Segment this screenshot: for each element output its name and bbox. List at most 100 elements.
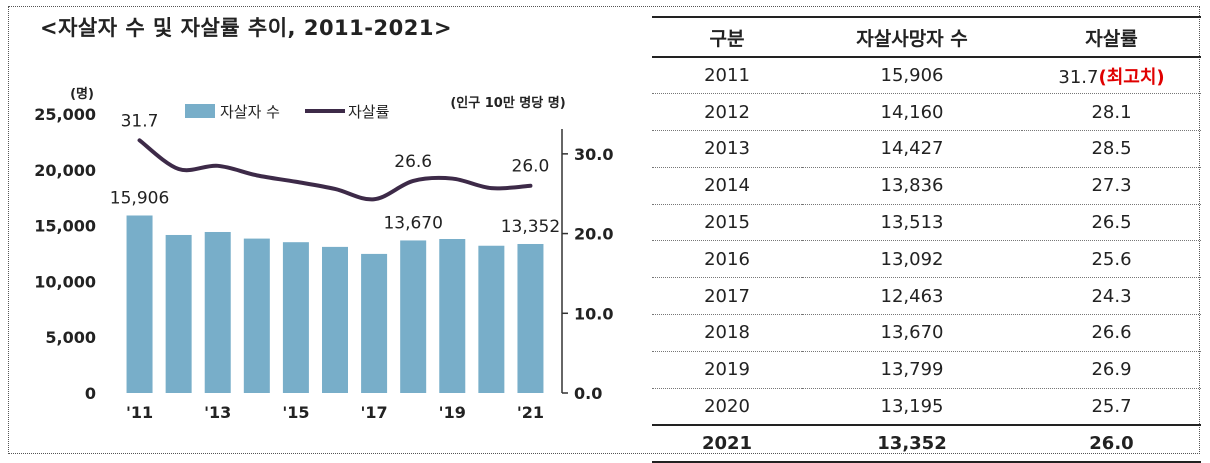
table-row: 2019 13,799 26.9 [652,351,1201,389]
cell-rate-text: 26.6 [1091,322,1132,344]
y-right-unit: (인구 10만 명당 명) [450,95,565,111]
cell-year-text: 2012 [704,101,750,123]
cell-year: 2018 [652,315,802,352]
cell-year-text: 2021 [701,432,753,454]
chart-title: <자살자 수 및 자살률 추이, 2011-2021> [40,16,453,40]
legend-bar-label: 자살자 수 [220,103,280,121]
x-tick-label: '11 [126,403,153,422]
cell-deaths: 13,195 [802,388,1022,425]
cell-year: 2012 [652,94,802,131]
rate-point [294,180,298,184]
x-tick-label: '13 [204,403,231,422]
cell-year-text: 2019 [704,359,750,381]
cell-rate-text: 26.0 [1089,432,1134,454]
rate-point [528,184,532,188]
y-right-tick-label: 20.0 [574,225,613,244]
cell-deaths-text: 12,463 [880,285,944,307]
rate-point [489,186,493,190]
cell-year-text: 2015 [704,212,750,234]
cell-year: 2014 [652,167,802,204]
cell-year: 2016 [652,241,802,278]
cell-rate-text: 26.5 [1091,212,1132,234]
cell-deaths: 14,160 [802,94,1022,131]
cell-deaths: 13,352 [802,425,1022,462]
figure-frame [8,6,1200,454]
table-row: 2016 13,092 25.6 [652,241,1201,278]
cell-year-text: 2014 [704,175,750,197]
y-left-tick-label: 5,000 [45,328,96,347]
bar [282,242,309,393]
x-tick-label: '19 [439,403,466,422]
cell-rate: 26.5 [1022,204,1201,241]
cell-deaths-text: 13,513 [880,212,944,234]
data-table: 구분 자살사망자 수 자살률 2011 15,906 31.7(최고치) 2012 14… [652,16,1201,463]
bar-data-label: 15,906 [110,188,169,208]
bar [322,246,348,393]
bar [400,240,427,393]
cell-deaths-text: 13,836 [880,175,944,197]
cell-rate-text: 24.3 [1091,285,1132,307]
data-labels: 15,906 13,670 13,352 31.7 26.6 26.0 [110,111,560,237]
line-series [137,138,533,202]
cell-year: 2013 [652,131,802,168]
cell-year: 2020 [652,388,802,425]
cell-year: 2021 [652,425,802,462]
y-right-tick-label: 30.0 [574,145,613,164]
cell-deaths-text: 13,670 [880,322,944,344]
cell-rate: 31.7(최고치) [1022,57,1201,94]
bar [126,215,153,393]
rate-point [372,197,376,201]
rate-point [333,187,337,191]
chart-axes: 0 5,000 10,000 15,000 20,000 25,000 (명) 0.0 10.0… [34,86,613,422]
cell-rate: 25.7 [1022,388,1201,425]
header-rate: 자살률 [1022,16,1201,58]
legend-line-label: 자살률 [348,103,390,121]
y-left-unit: (명) [70,86,94,102]
cell-rate-text: 25.7 [1091,395,1132,417]
table-row: 2017 12,463 24.3 [652,278,1201,315]
cell-year: 2019 [652,351,802,388]
cell-year: 2017 [652,278,802,315]
rate-line [137,138,533,202]
table-body: 2011 15,906 31.7(최고치) 2012 14,160 28.1 2013 14,… [652,57,1201,462]
bar [478,245,505,393]
cell-year-text: 2011 [704,65,750,87]
header-deaths: 자살사망자 수 [802,16,1022,58]
cell-rate-text: 26.9 [1091,359,1132,381]
rate-point [411,179,415,183]
rate-point [138,138,142,142]
cell-deaths-text: 14,427 [880,138,944,160]
cell-rate-text: 25.6 [1091,248,1132,270]
line-data-label: 26.6 [394,152,432,172]
x-tick-label: '21 [517,403,544,422]
cell-rate: 24.3 [1022,278,1201,315]
bar-series [126,215,544,393]
cell-rate-text: 28.1 [1091,101,1132,123]
cell-year: 2015 [652,204,802,241]
cell-year-text: 2013 [704,138,750,160]
table-row: 2018 13,670 26.6 [652,315,1201,352]
bar [165,234,192,393]
cell-deaths: 14,427 [802,131,1022,168]
legend-bar-swatch [185,104,215,118]
rate-point [177,167,181,171]
cell-deaths: 13,799 [802,351,1022,388]
bar [439,239,466,393]
cell-deaths-text: 13,195 [880,395,944,417]
cell-deaths-text: 14,160 [880,101,944,123]
bar-data-label: 13,670 [383,213,442,233]
cell-deaths: 12,463 [802,278,1022,315]
cell-deaths-text: 15,906 [880,65,944,87]
cell-rate: 26.6 [1022,315,1201,352]
cell-rate-text: 28.5 [1091,138,1132,160]
rate-point [450,177,454,181]
table-row: 2021 13,352 26.0 [652,424,1201,462]
bar-data-label: 13,352 [501,217,560,237]
peak-note: (최고치) [1098,66,1165,88]
bar [243,238,270,393]
y-left-tick-label: 15,000 [34,217,96,236]
bar [517,243,544,393]
y-right-tick-label: 10.0 [574,304,613,323]
y-left-tick-label: 0 [85,384,96,403]
cell-deaths: 15,906 [802,57,1022,94]
